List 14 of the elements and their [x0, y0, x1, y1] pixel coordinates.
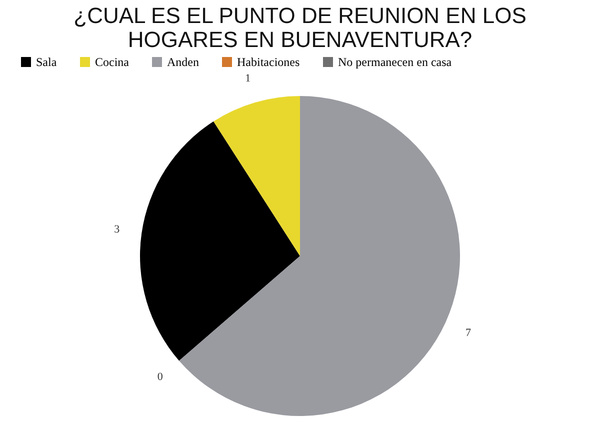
pie-slice: [179, 96, 460, 416]
data-label: 3: [114, 224, 120, 236]
pie-slice: [213, 96, 300, 256]
text: HOGARES EN BUENAVENTURA?: [128, 27, 472, 52]
legend-label: Anden: [167, 55, 199, 69]
text: 0: [157, 371, 163, 384]
legend-label: Cocina: [95, 55, 130, 69]
text: ¿CUAL ES EL PUNTO DE REUNION EN LOS: [74, 3, 526, 28]
pie-slice: [140, 121, 300, 361]
data-label: 1: [245, 72, 251, 84]
legend-label: No permanecen en casa: [338, 55, 452, 69]
data-label: 7: [466, 326, 472, 339]
legend-label: Habitaciones: [237, 55, 300, 69]
legend-label: Sala: [36, 55, 58, 69]
